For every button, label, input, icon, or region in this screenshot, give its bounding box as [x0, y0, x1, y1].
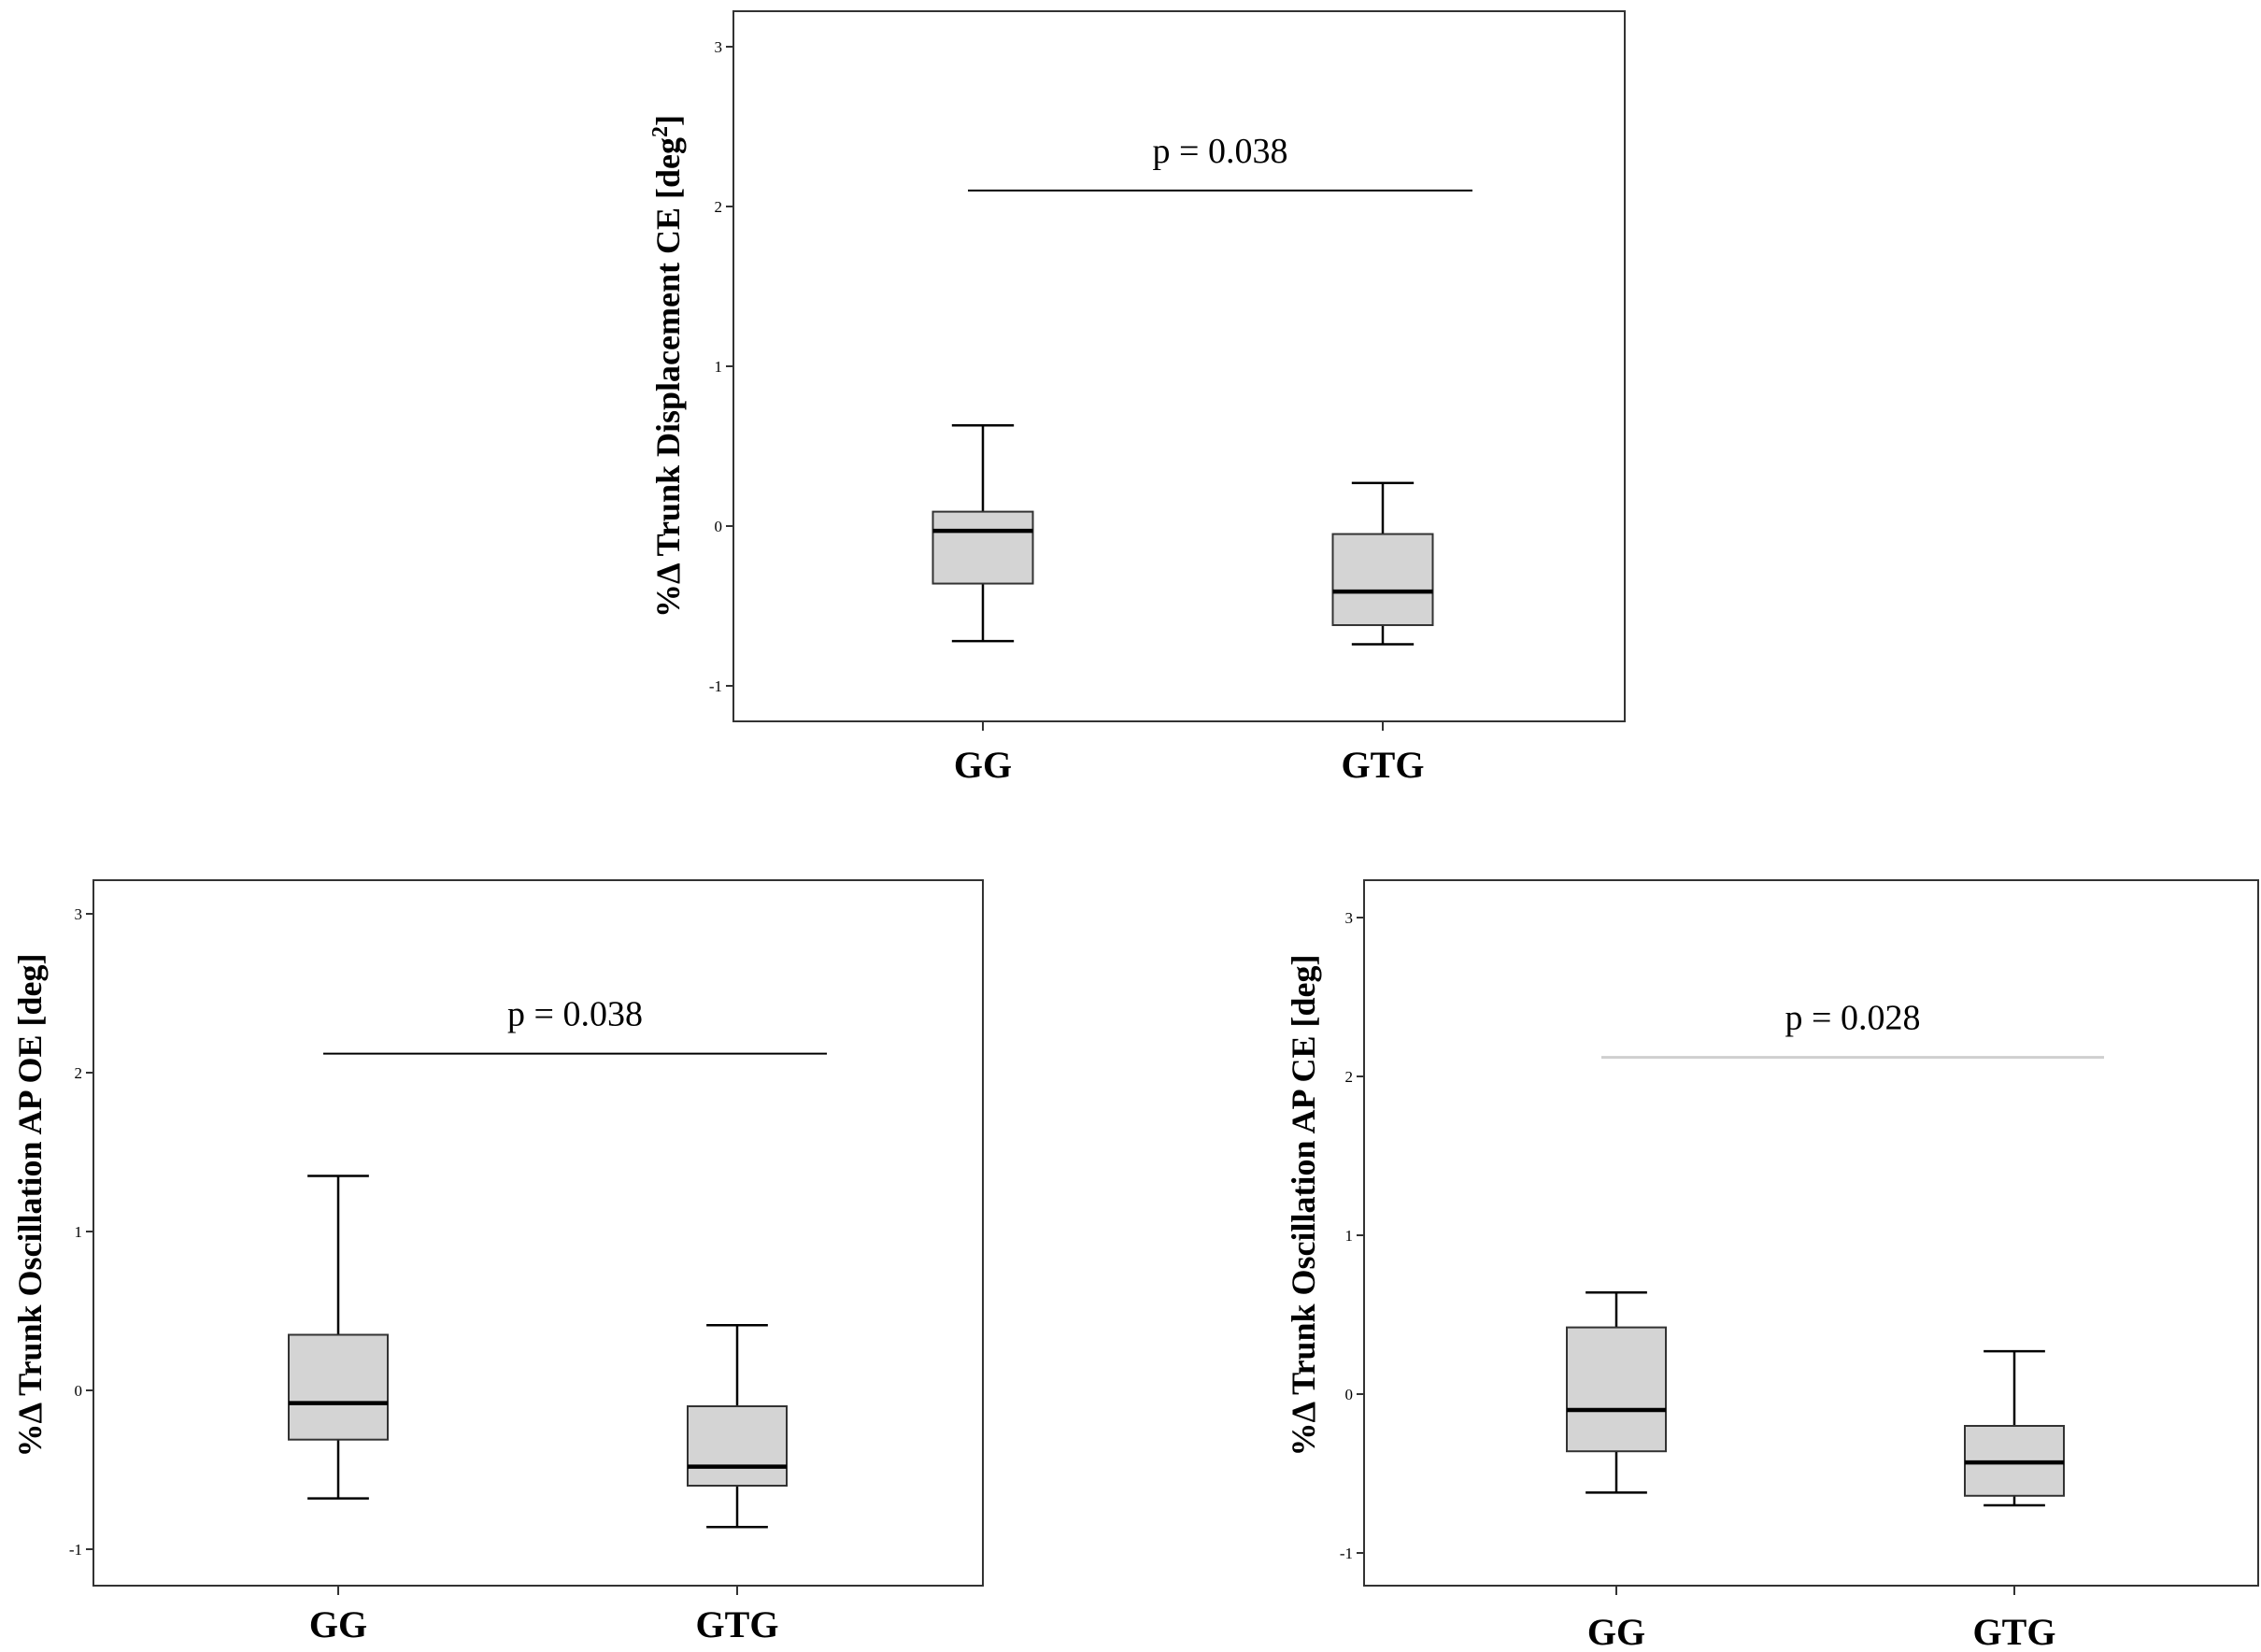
- y-axis-label-text: %Δ Trunk Displacement CE [deg: [649, 137, 687, 618]
- y-tick-label: 3: [1345, 909, 1354, 927]
- box-iqr: [931, 510, 1034, 585]
- x-category-label: GG: [309, 1603, 367, 1645]
- y-tick-label: 3: [715, 38, 723, 56]
- y-axis-label-superscript: 2: [648, 126, 673, 137]
- box-iqr: [288, 1333, 389, 1441]
- plot-frame: [732, 10, 1626, 722]
- box-gtg: [1331, 481, 1434, 646]
- box-gg: [931, 424, 1034, 643]
- y-tick-label: 2: [1345, 1068, 1354, 1086]
- y-tick-label: 1: [715, 358, 723, 376]
- box-gg: [288, 1175, 389, 1500]
- box-iqr: [687, 1405, 788, 1487]
- plot-frame: [1363, 879, 2259, 1587]
- box-iqr: [1566, 1326, 1667, 1453]
- y-axis-label: %Δ Trunk Oscillation AP CE [deg]: [1285, 955, 1322, 1457]
- chart-panel-2: -1 0 1 2 3 %Δ Trunk Oscillation AP OE [deg] GG…: [11, 879, 984, 1645]
- y-tick-label: -1: [709, 677, 722, 695]
- x-category-label: GTG: [1973, 1611, 2056, 1652]
- p-value-label: p = 0.038: [507, 995, 643, 1034]
- box-gtg: [1964, 1349, 2065, 1507]
- y-tick-label: 2: [75, 1064, 83, 1082]
- x-category-label: GTG: [696, 1603, 779, 1645]
- plot-frame: [92, 879, 984, 1587]
- x-category-label: GTG: [1342, 744, 1425, 786]
- p-value-label: p = 0.038: [1153, 132, 1288, 171]
- y-tick-label: 1: [1345, 1227, 1354, 1245]
- y-tick-label: 0: [75, 1382, 83, 1400]
- p-value-label: p = 0.028: [1785, 999, 1921, 1038]
- y-tick-label: 0: [1345, 1386, 1354, 1403]
- box-gg: [1566, 1290, 1667, 1494]
- x-category-label: GG: [1587, 1611, 1645, 1652]
- y-tick-label: 0: [715, 518, 723, 535]
- box-iqr: [1331, 533, 1434, 627]
- y-tick-label: 3: [75, 905, 83, 923]
- y-tick-label: 2: [715, 198, 723, 216]
- y-tick-label: 1: [75, 1223, 83, 1241]
- y-axis-label: %Δ Trunk Oscillation AP OE [deg]: [11, 954, 49, 1458]
- box-gtg: [687, 1324, 788, 1529]
- y-axis-label-end: ]: [649, 115, 687, 126]
- y-tick-label: -1: [69, 1541, 82, 1559]
- chart-panel-3: -1 0 1 2 3 %Δ Trunk Oscillation AP CE [deg] GG…: [1285, 879, 2259, 1652]
- y-axis-label: %Δ Trunk Displacement CE [deg2]: [648, 115, 687, 618]
- y-tick-label: -1: [1340, 1545, 1353, 1562]
- x-category-label: GG: [954, 744, 1012, 786]
